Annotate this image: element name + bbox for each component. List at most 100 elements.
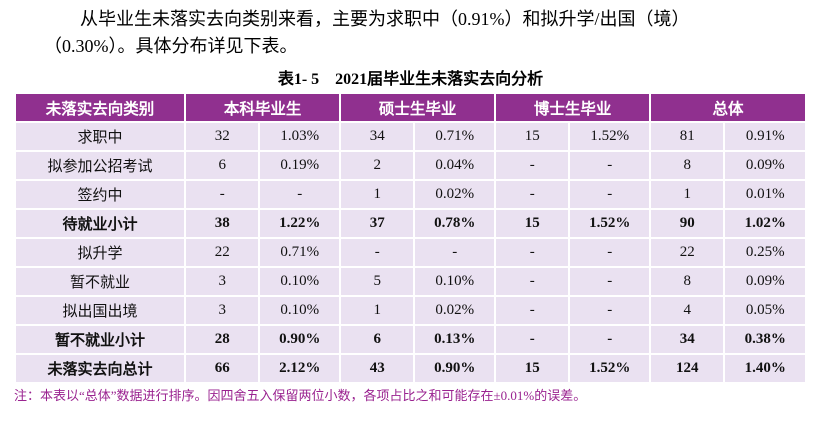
cell-value: 2 <box>339 150 416 181</box>
cell-value: 66 <box>184 353 261 384</box>
row-category: 暂不就业小计 <box>13 324 187 355</box>
table-row: 拟出国出境 3 0.10% 1 0.02% - - 4 0.05% <box>13 295 807 326</box>
cell-value: 0.25% <box>723 237 807 268</box>
cell-value: 0.10% <box>413 266 497 297</box>
table-title: 表1- 5 2021届毕业生未落实去向分析 <box>277 71 544 88</box>
cell-value: 0.09% <box>723 150 807 181</box>
cell-value: 1.03% <box>258 121 342 152</box>
cell-value: 3 <box>184 295 261 326</box>
cell-value: - <box>494 150 571 181</box>
table-note: 注：本表以“总体”数据进行排序。因四舍五入保留两位小数，各项占比之和可能存在±0… <box>14 388 587 403</box>
table-row: 求职中 32 1.03% 34 0.71% 15 1.52% 81 0.91% <box>13 121 807 152</box>
row-category: 拟参加公招考试 <box>13 150 187 181</box>
cell-value: - <box>568 266 652 297</box>
row-category: 未落实去向总计 <box>13 353 187 384</box>
cell-value: 15 <box>494 121 571 152</box>
cell-value: 15 <box>494 208 571 239</box>
header-category: 未落实去向类别 <box>13 92 187 123</box>
table-row: 未落实去向总计 66 2.12% 43 0.90% 15 1.52% 124 1… <box>13 353 807 384</box>
cell-value: 0.71% <box>258 237 342 268</box>
cell-value: 0.10% <box>258 266 342 297</box>
table-header-row: 未落实去向类别 本科毕业生 硕士生毕业 博士生毕业 总体 <box>13 92 807 123</box>
cell-value: 90 <box>649 208 726 239</box>
cell-value: 0.90% <box>258 324 342 355</box>
cell-value: 1.52% <box>568 121 652 152</box>
row-category: 拟出国出境 <box>13 295 187 326</box>
row-category: 签约中 <box>13 179 187 210</box>
cell-value: 43 <box>339 353 416 384</box>
row-category: 求职中 <box>13 121 187 152</box>
row-category: 暂不就业 <box>13 266 187 297</box>
intro-paragraph: 从毕业生未落实去向类别来看，主要为求职中（0.91%）和拟升学/出国（境） （0… <box>44 6 779 60</box>
cell-value: 1 <box>339 295 416 326</box>
cell-value: 6 <box>184 150 261 181</box>
row-category: 拟升学 <box>13 237 187 268</box>
cell-value: 0.90% <box>413 353 497 384</box>
cell-value: 3 <box>184 266 261 297</box>
cell-value: 1.52% <box>568 353 652 384</box>
cell-value: 22 <box>184 237 261 268</box>
cell-value: 0.02% <box>413 295 497 326</box>
table-row: 拟参加公招考试 6 0.19% 2 0.04% - - 8 0.09% <box>13 150 807 181</box>
cell-value: 1.52% <box>568 208 652 239</box>
cell-value: - <box>494 295 571 326</box>
cell-value: 15 <box>494 353 571 384</box>
cell-value: 6 <box>339 324 416 355</box>
header-group-total: 总体 <box>649 92 807 123</box>
cell-value: 1.02% <box>723 208 807 239</box>
cell-value: 0.09% <box>723 266 807 297</box>
cell-value: 5 <box>339 266 416 297</box>
table-body: 求职中 32 1.03% 34 0.71% 15 1.52% 81 0.91% … <box>13 121 807 384</box>
cell-value: 0.04% <box>413 150 497 181</box>
cell-value: - <box>568 179 652 210</box>
cell-value: 34 <box>649 324 726 355</box>
table-row: 拟升学 22 0.71% - - - - 22 0.25% <box>13 237 807 268</box>
cell-value: - <box>494 324 571 355</box>
cell-value: 0.01% <box>723 179 807 210</box>
table-row: 暂不就业 3 0.10% 5 0.10% - - 8 0.09% <box>13 266 807 297</box>
cell-value: 38 <box>184 208 261 239</box>
header-group-doctor: 博士生毕业 <box>494 92 652 123</box>
cell-value: 37 <box>339 208 416 239</box>
header-group-master: 硕士生毕业 <box>339 92 497 123</box>
cell-value: 0.91% <box>723 121 807 152</box>
cell-value: 0.71% <box>413 121 497 152</box>
intro-paragraph-line2: （0.30%）。具体分布详见下表。 <box>44 36 298 56</box>
cell-value: 1 <box>649 179 726 210</box>
cell-value: - <box>494 237 571 268</box>
report-page: 从毕业生未落实去向类别来看，主要为求职中（0.91%）和拟升学/出国（境） （0… <box>0 6 821 428</box>
cell-value: - <box>339 237 416 268</box>
cell-value: 1.40% <box>723 353 807 384</box>
cell-value: - <box>494 179 571 210</box>
cell-value: 0.19% <box>258 150 342 181</box>
table-row: 签约中 - - 1 0.02% - - 1 0.01% <box>13 179 807 210</box>
cell-value: 81 <box>649 121 726 152</box>
row-category: 待就业小计 <box>13 208 187 239</box>
cell-value: 1.22% <box>258 208 342 239</box>
cell-value: 124 <box>649 353 726 384</box>
cell-value: 1 <box>339 179 416 210</box>
unplaced-direction-table: 未落实去向类别 本科毕业生 硕士生毕业 博士生毕业 总体 求职中 32 1.03… <box>13 92 807 384</box>
cell-value: 22 <box>649 237 726 268</box>
cell-value: 0.38% <box>723 324 807 355</box>
cell-value: 2.12% <box>258 353 342 384</box>
cell-value: 0.05% <box>723 295 807 326</box>
table-row: 待就业小计 38 1.22% 37 0.78% 15 1.52% 90 1.02… <box>13 208 807 239</box>
cell-value: 0.78% <box>413 208 497 239</box>
cell-value: 32 <box>184 121 261 152</box>
cell-value: 8 <box>649 150 726 181</box>
cell-value: - <box>413 237 497 268</box>
cell-value: - <box>258 179 342 210</box>
cell-value: - <box>184 179 261 210</box>
header-group-undergraduate: 本科毕业生 <box>184 92 342 123</box>
cell-value: 0.10% <box>258 295 342 326</box>
cell-value: 28 <box>184 324 261 355</box>
cell-value: - <box>568 150 652 181</box>
table-row: 暂不就业小计 28 0.90% 6 0.13% - - 34 0.38% <box>13 324 807 355</box>
cell-value: 8 <box>649 266 726 297</box>
cell-value: 4 <box>649 295 726 326</box>
cell-value: 34 <box>339 121 416 152</box>
cell-value: 0.13% <box>413 324 497 355</box>
cell-value: - <box>568 237 652 268</box>
cell-value: - <box>568 324 652 355</box>
